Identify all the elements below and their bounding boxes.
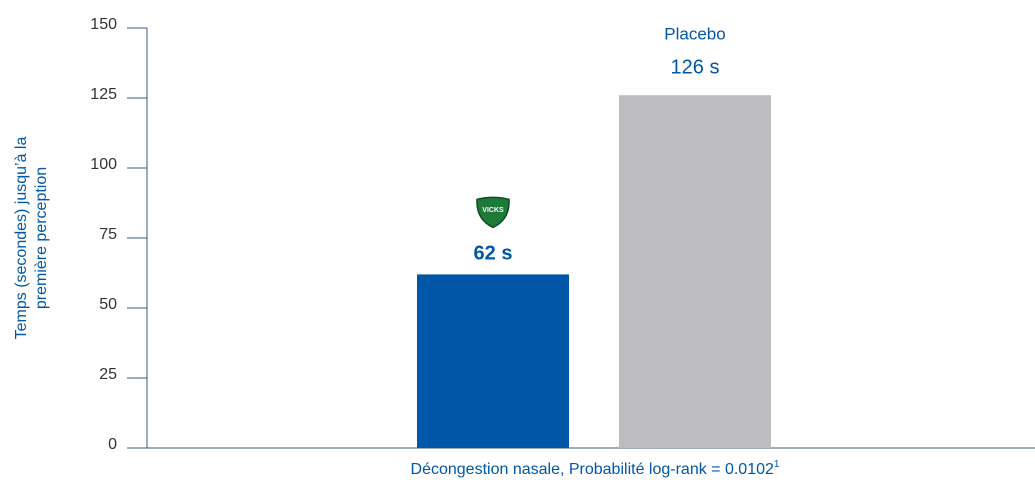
category-label: VICKS [482,207,504,214]
y-tick-label: 125 [90,86,117,103]
value-label: 126 s [671,56,720,78]
y-tick-label: 25 [99,366,117,383]
y-axis-label: Temps (secondes) jusqu’à la première perc… [13,137,50,340]
y-tick-label: 50 [99,296,117,313]
bar [619,95,771,448]
y-tick-label: 100 [90,156,117,173]
y-axis-label-line: première perception [33,167,50,309]
vicks-logo: VICKS [476,196,510,229]
category-label: Placebo [664,25,725,44]
bar [417,274,569,448]
x-axis-label-text: Décongestion nasale, Probabilité log-ran… [411,461,774,478]
x-axis-label: Décongestion nasale, Probabilité log-ran… [411,459,780,479]
x-axis-label-footnote: 1 [774,459,780,470]
y-axis-label-line: Temps (secondes) jusqu’à la [13,137,30,340]
y-tick-label: 0 [108,436,117,453]
y-tick-label: 75 [99,226,117,243]
y-tick-label: 150 [90,16,117,33]
logo-shield [476,196,510,229]
value-label: 62 s [474,243,513,265]
